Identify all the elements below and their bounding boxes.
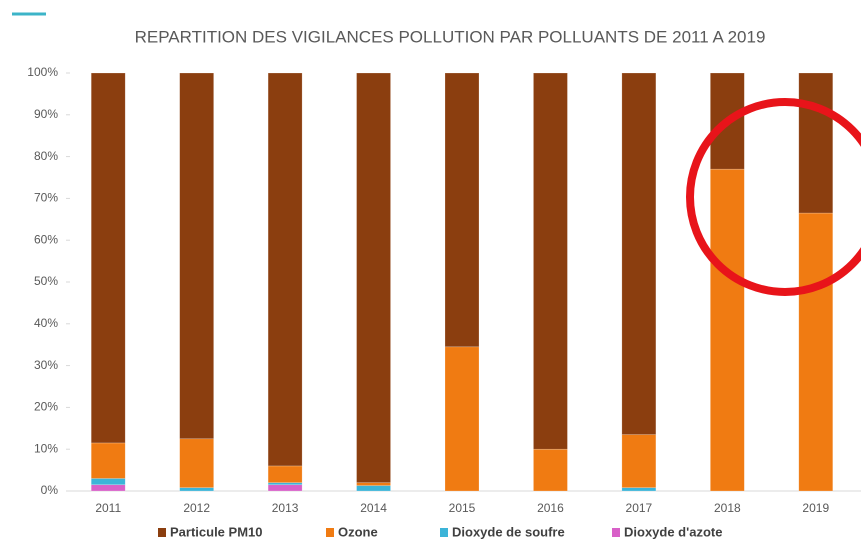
y-tick-label: 90%	[34, 107, 58, 121]
y-tick-label: 70%	[34, 191, 58, 205]
y-tick-label: 60%	[34, 232, 58, 246]
bar-segment	[356, 72, 391, 483]
bar-segment	[90, 484, 126, 492]
x-tick-label: 2015	[449, 501, 476, 515]
y-tick-label: 10%	[34, 441, 58, 455]
bar-segment	[179, 72, 214, 440]
bar-segment	[444, 346, 480, 492]
bar-segment	[621, 487, 657, 492]
bar-segment	[267, 484, 303, 492]
y-tick-label: 20%	[34, 400, 58, 414]
x-tick-label: 2012	[183, 501, 210, 515]
bar-segment	[798, 212, 834, 492]
y-tick-label: 0%	[41, 483, 59, 497]
bar-segment	[533, 72, 568, 450]
bar-segment	[90, 442, 126, 479]
x-tick-label: 2016	[537, 501, 564, 515]
x-tick-label: 2019	[802, 501, 829, 515]
y-tick-label: 50%	[34, 274, 58, 288]
legend-label: Ozone	[338, 524, 378, 539]
x-tick-label: 2013	[272, 501, 299, 515]
y-tick-label: 30%	[34, 358, 58, 372]
bar-segment	[444, 72, 480, 348]
bar-segment	[90, 478, 126, 486]
legend-swatch	[326, 528, 334, 537]
bar-segment	[267, 465, 303, 483]
bar-segment	[267, 482, 303, 486]
bar-segment	[621, 434, 657, 488]
x-tick-label: 2017	[626, 501, 653, 515]
bar-segment	[90, 72, 126, 444]
legend-label: Dioxyde de soufre	[452, 524, 565, 539]
bar-segment	[356, 485, 391, 492]
bar-segment	[179, 487, 214, 492]
x-tick-label: 2018	[714, 501, 741, 515]
bar-segment	[267, 72, 303, 467]
legend-swatch	[440, 528, 448, 537]
plot-area: 0% 10% 20% 30% 40% 50% 60% 70% 80% 90% 100% 2011 201…	[27, 65, 861, 539]
bar-segment	[710, 168, 745, 492]
bar-segment	[798, 72, 834, 214]
bar-segment	[533, 448, 568, 492]
bar-segment	[179, 438, 214, 488]
x-tick-label: 2011	[95, 501, 121, 515]
highlight-circle	[686, 98, 861, 296]
y-tick-label: 40%	[34, 316, 58, 330]
legend-swatch	[612, 528, 620, 537]
y-tick-label: 100%	[27, 65, 58, 79]
legend-label: Particule PM10	[170, 524, 263, 539]
chart-title: REPARTITION DES VIGILANCES POLLUTION PAR…	[135, 27, 766, 46]
bar-segment	[356, 482, 391, 486]
bar-segment	[621, 72, 657, 435]
x-tick-label: 2014	[360, 501, 387, 515]
y-tick-label: 80%	[34, 149, 58, 163]
legend-label: Dioxyde d'azote	[624, 524, 722, 539]
legend-swatch	[158, 528, 166, 537]
